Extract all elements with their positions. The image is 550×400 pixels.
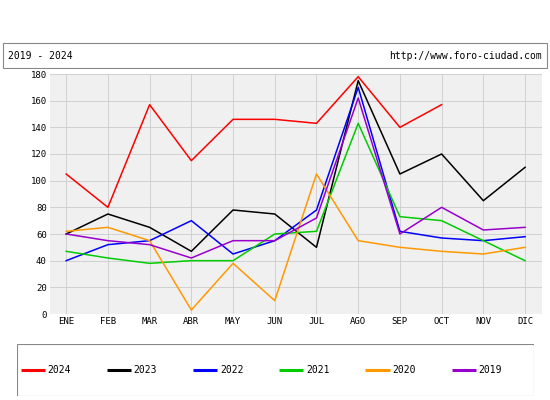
Text: 2020: 2020 [392, 365, 416, 375]
Text: 2023: 2023 [134, 365, 157, 375]
Text: 2024: 2024 [47, 365, 71, 375]
FancyBboxPatch shape [16, 344, 534, 396]
Text: 2019 - 2024: 2019 - 2024 [8, 51, 73, 61]
Text: 2022: 2022 [220, 365, 243, 375]
Text: 2021: 2021 [306, 365, 329, 375]
FancyBboxPatch shape [3, 43, 547, 68]
Text: 2019: 2019 [478, 365, 502, 375]
Text: Evolucion Nº Turistas Extranjeros en el municipio de Pinofranqueado: Evolucion Nº Turistas Extranjeros en el … [36, 14, 514, 28]
Text: http://www.foro-ciudad.com: http://www.foro-ciudad.com [389, 51, 542, 61]
